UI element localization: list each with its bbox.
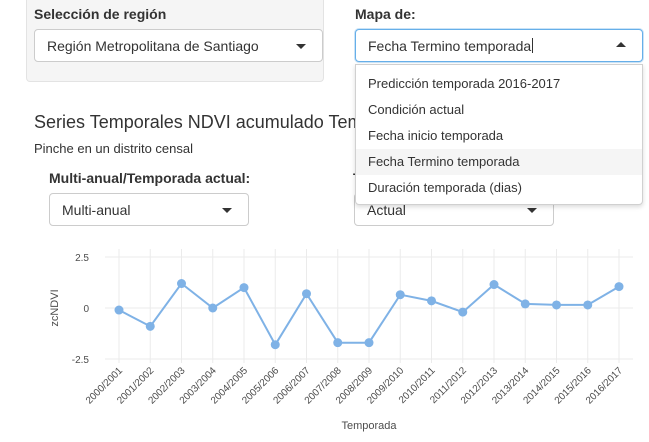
map-option-selected[interactable]: Fecha Termino temporada	[356, 149, 642, 175]
data-point	[114, 305, 124, 315]
map-option[interactable]: Fecha inicio temporada	[368, 128, 504, 143]
data-point	[395, 290, 405, 300]
chevron-down-icon	[296, 43, 306, 49]
data-point	[208, 303, 218, 313]
data-point	[614, 282, 624, 292]
section-title: Series Temporales NDVI acumulado Tempo	[34, 112, 383, 132]
mode-select[interactable]: Multi-anual	[49, 193, 249, 226]
chevron-down-icon	[527, 207, 537, 213]
map-option[interactable]: Duración temporada (dias)	[368, 180, 522, 195]
map-option[interactable]: Condición actual	[368, 102, 465, 117]
y-axis-ticks: 2.5 0 -2.5	[72, 253, 90, 366]
data-point	[302, 289, 311, 299]
section-subtitle: Pinche en un distrito censal	[34, 141, 193, 156]
series-points	[114, 279, 624, 350]
mode-label: Multi-anual/Temporada actual:	[49, 170, 251, 186]
data-point	[583, 300, 593, 310]
y-axis-label: zcNDVI	[49, 289, 61, 326]
data-point	[520, 299, 530, 309]
x-axis-label: Temporada	[341, 420, 397, 432]
data-point	[270, 340, 280, 350]
map-dropdown-menu: Predicción temporada 2016-2017 Condición…	[355, 64, 643, 205]
region-select[interactable]: Región Metropolitana de Santiago	[34, 29, 323, 62]
data-point	[145, 321, 155, 331]
season-select-value: Actual	[367, 201, 406, 218]
map-select-value: Fecha Termino temporada	[368, 37, 532, 54]
map-option[interactable]: Predicción temporada 2016-2017	[368, 76, 561, 91]
map-select[interactable]: Fecha Termino temporada	[355, 29, 643, 62]
data-point	[427, 296, 436, 306]
chevron-down-icon	[222, 207, 232, 213]
data-point	[458, 307, 468, 317]
region-label: Selección de región	[34, 6, 167, 22]
y-tick-label: -2.5	[72, 355, 90, 366]
y-tick-label: 0	[83, 304, 89, 315]
data-point	[364, 338, 374, 348]
mode-select-value: Multi-anual	[62, 201, 131, 218]
data-point	[177, 279, 186, 289]
data-point	[333, 338, 343, 348]
text-cursor	[532, 38, 534, 53]
data-point	[489, 280, 499, 290]
data-point	[552, 300, 561, 310]
chevron-up-icon	[616, 41, 626, 47]
y-tick-label: 2.5	[75, 253, 89, 264]
map-label: Mapa de:	[355, 6, 416, 22]
x-axis-ticks: 2000/20012001/20022002/20032003/20042004…	[84, 365, 626, 407]
region-select-value: Región Metropolitana de Santiago	[47, 37, 259, 54]
data-point	[239, 283, 249, 293]
